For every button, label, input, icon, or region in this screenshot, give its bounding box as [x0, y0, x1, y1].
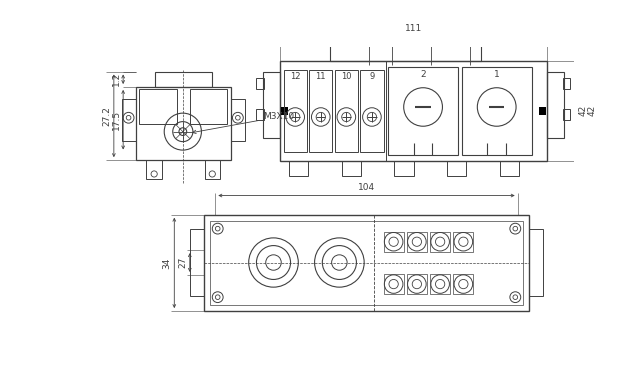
Bar — [500, 161, 519, 176]
Bar — [335, 70, 358, 152]
Bar — [283, 70, 307, 152]
Bar — [155, 72, 212, 87]
Bar — [205, 160, 220, 179]
Bar — [530, 229, 543, 296]
Text: 1: 1 — [494, 70, 500, 79]
Bar — [256, 109, 264, 120]
Text: 111: 111 — [404, 24, 422, 33]
Text: 104: 104 — [358, 183, 375, 192]
Bar — [289, 161, 308, 176]
Text: 27.2: 27.2 — [103, 106, 112, 126]
Bar — [430, 274, 450, 294]
Bar — [547, 72, 564, 138]
Bar — [388, 67, 458, 155]
Text: 10: 10 — [341, 72, 352, 81]
Text: 11: 11 — [316, 72, 326, 81]
Text: M3X10: M3X10 — [193, 112, 295, 134]
Bar — [538, 107, 545, 115]
Bar — [430, 232, 450, 252]
Bar — [563, 78, 570, 89]
Bar — [256, 78, 264, 89]
Text: 9: 9 — [369, 72, 375, 81]
Bar — [135, 87, 231, 160]
Bar — [279, 61, 547, 161]
Bar — [309, 70, 332, 152]
Bar — [454, 274, 473, 294]
Bar — [189, 229, 204, 296]
Text: 27: 27 — [179, 257, 188, 268]
Bar — [140, 89, 177, 124]
Bar — [330, 41, 481, 61]
Bar — [407, 274, 427, 294]
Bar — [360, 70, 383, 152]
Bar — [342, 161, 361, 176]
Text: 17.5: 17.5 — [112, 109, 121, 130]
Bar — [281, 107, 288, 115]
Bar — [122, 99, 135, 141]
Text: 12: 12 — [290, 72, 300, 81]
Text: 42: 42 — [588, 105, 597, 117]
Bar — [462, 67, 531, 155]
Bar — [146, 160, 162, 179]
Text: 34: 34 — [162, 257, 171, 269]
Bar — [189, 89, 227, 124]
Bar — [563, 109, 570, 120]
Bar — [204, 215, 530, 311]
Bar — [263, 72, 279, 138]
Bar — [454, 232, 473, 252]
Text: 42: 42 — [579, 105, 588, 117]
Bar — [383, 232, 404, 252]
Text: 2: 2 — [420, 70, 426, 79]
Bar — [447, 161, 466, 176]
Bar — [383, 274, 404, 294]
Bar — [407, 232, 427, 252]
Bar — [231, 99, 245, 141]
Text: 1.2: 1.2 — [112, 72, 121, 86]
Bar — [394, 161, 414, 176]
Bar — [210, 221, 523, 305]
